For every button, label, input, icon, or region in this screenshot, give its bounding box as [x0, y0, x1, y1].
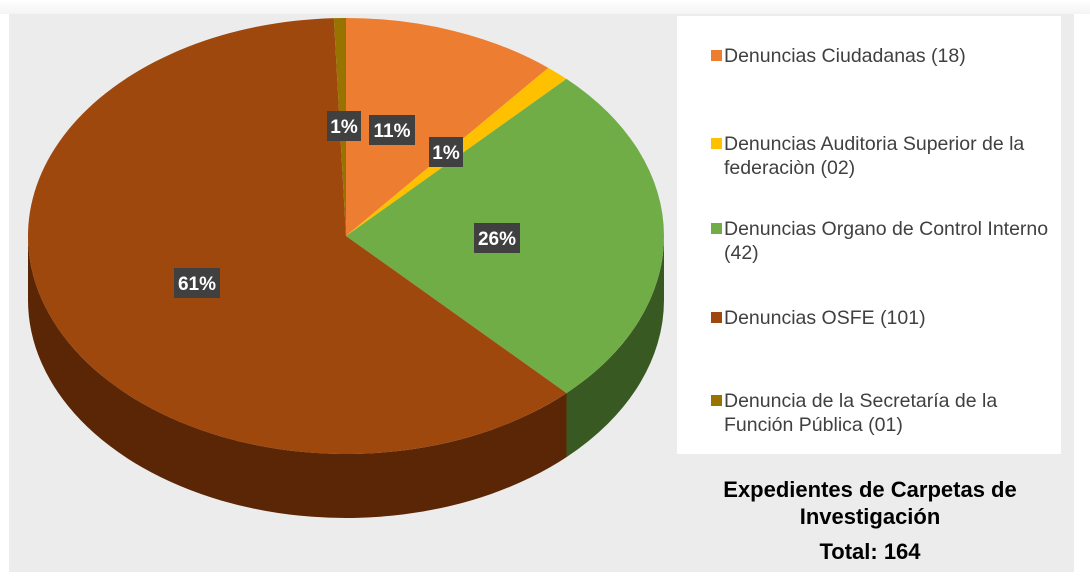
data-labels: 11% 1% 26% 61% 1%	[174, 111, 520, 298]
legend-label: Denuncias OSFE (101)	[724, 307, 926, 329]
legend-item: Denuncias Auditoria Superior de la feder…	[711, 132, 1054, 180]
legend-item: Denuncias Ciudadanas (18)	[711, 44, 1054, 68]
legend-item: Denuncias OSFE (101)	[711, 306, 1054, 330]
total-label: Total: 164	[819, 539, 921, 564]
legend-item: Denuncias Organo de Control Interno (42)	[711, 217, 1054, 265]
pie-top	[27, 18, 664, 455]
top-shade	[0, 0, 1090, 14]
pie-slice	[27, 18, 567, 455]
pie-depth	[28, 236, 664, 518]
pie-slice-side	[566, 236, 664, 458]
pie-slice-side	[28, 236, 567, 518]
legend-label: Denuncias Ciudadanas (18)	[724, 45, 966, 67]
data-label-box	[327, 111, 361, 141]
data-label: 61%	[178, 274, 216, 295]
legend-label: Denuncias Auditoria Superior de la feder…	[724, 133, 1025, 179]
legend-swatch	[711, 395, 722, 406]
legend: Denuncias Ciudadanas (18) Denuncias Audi…	[677, 16, 1061, 454]
legend-swatch	[711, 312, 722, 323]
data-label: 26%	[478, 229, 516, 250]
data-label: 11%	[374, 121, 411, 142]
legend-label: Denuncias Organo de Control Interno (42)	[724, 218, 1049, 264]
chart-title: Expedientes de Carpetas de Investigación	[723, 477, 1017, 529]
legend-swatch	[711, 223, 722, 234]
data-label-box	[174, 268, 220, 298]
legend-swatch	[711, 50, 722, 61]
legend-label: Denuncia de la Secretaría de la Función …	[724, 390, 998, 436]
legend-swatch	[711, 138, 722, 149]
data-label: 1%	[330, 117, 358, 138]
data-label-box	[429, 137, 463, 167]
data-label: 1%	[432, 143, 460, 164]
legend-item: Denuncia de la Secretaría de la Función …	[711, 389, 1054, 437]
data-label-box	[474, 223, 520, 253]
data-label-box	[369, 115, 415, 145]
pie-slice	[346, 18, 549, 236]
